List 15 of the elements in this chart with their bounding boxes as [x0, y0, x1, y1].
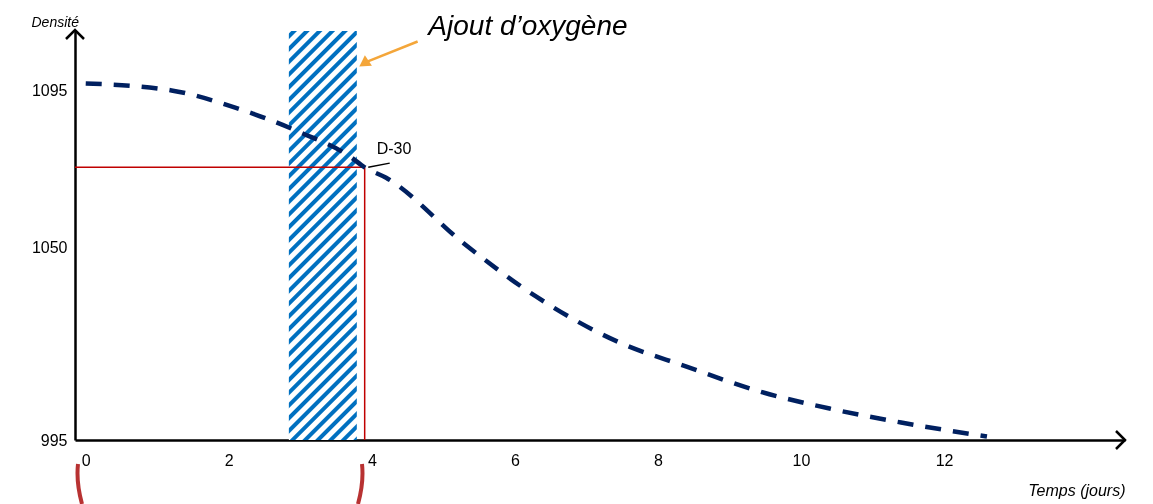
y-tick-label: 1050 — [31, 239, 68, 257]
x-tick-label: 8 — [653, 451, 663, 469]
x-tick-label: 2 — [224, 451, 234, 469]
band-label: Ajout d’oxygène — [426, 10, 628, 41]
x-tick-label: 10 — [792, 451, 811, 469]
x-axis-title: Temps (jours) — [1028, 481, 1126, 499]
annotation: D-30 — [376, 140, 412, 158]
y-axis-title: Densité — [31, 13, 80, 30]
x-tick-label: 6 — [510, 451, 520, 469]
y-tick-label: 995 — [40, 431, 68, 449]
y-tick-label: 1095 — [31, 81, 68, 99]
x-tick-label: 0 — [81, 451, 91, 469]
line-series — [83, 81, 990, 439]
x-tick-label: 12 — [935, 451, 954, 469]
x-tick-label: 4 — [367, 451, 377, 469]
